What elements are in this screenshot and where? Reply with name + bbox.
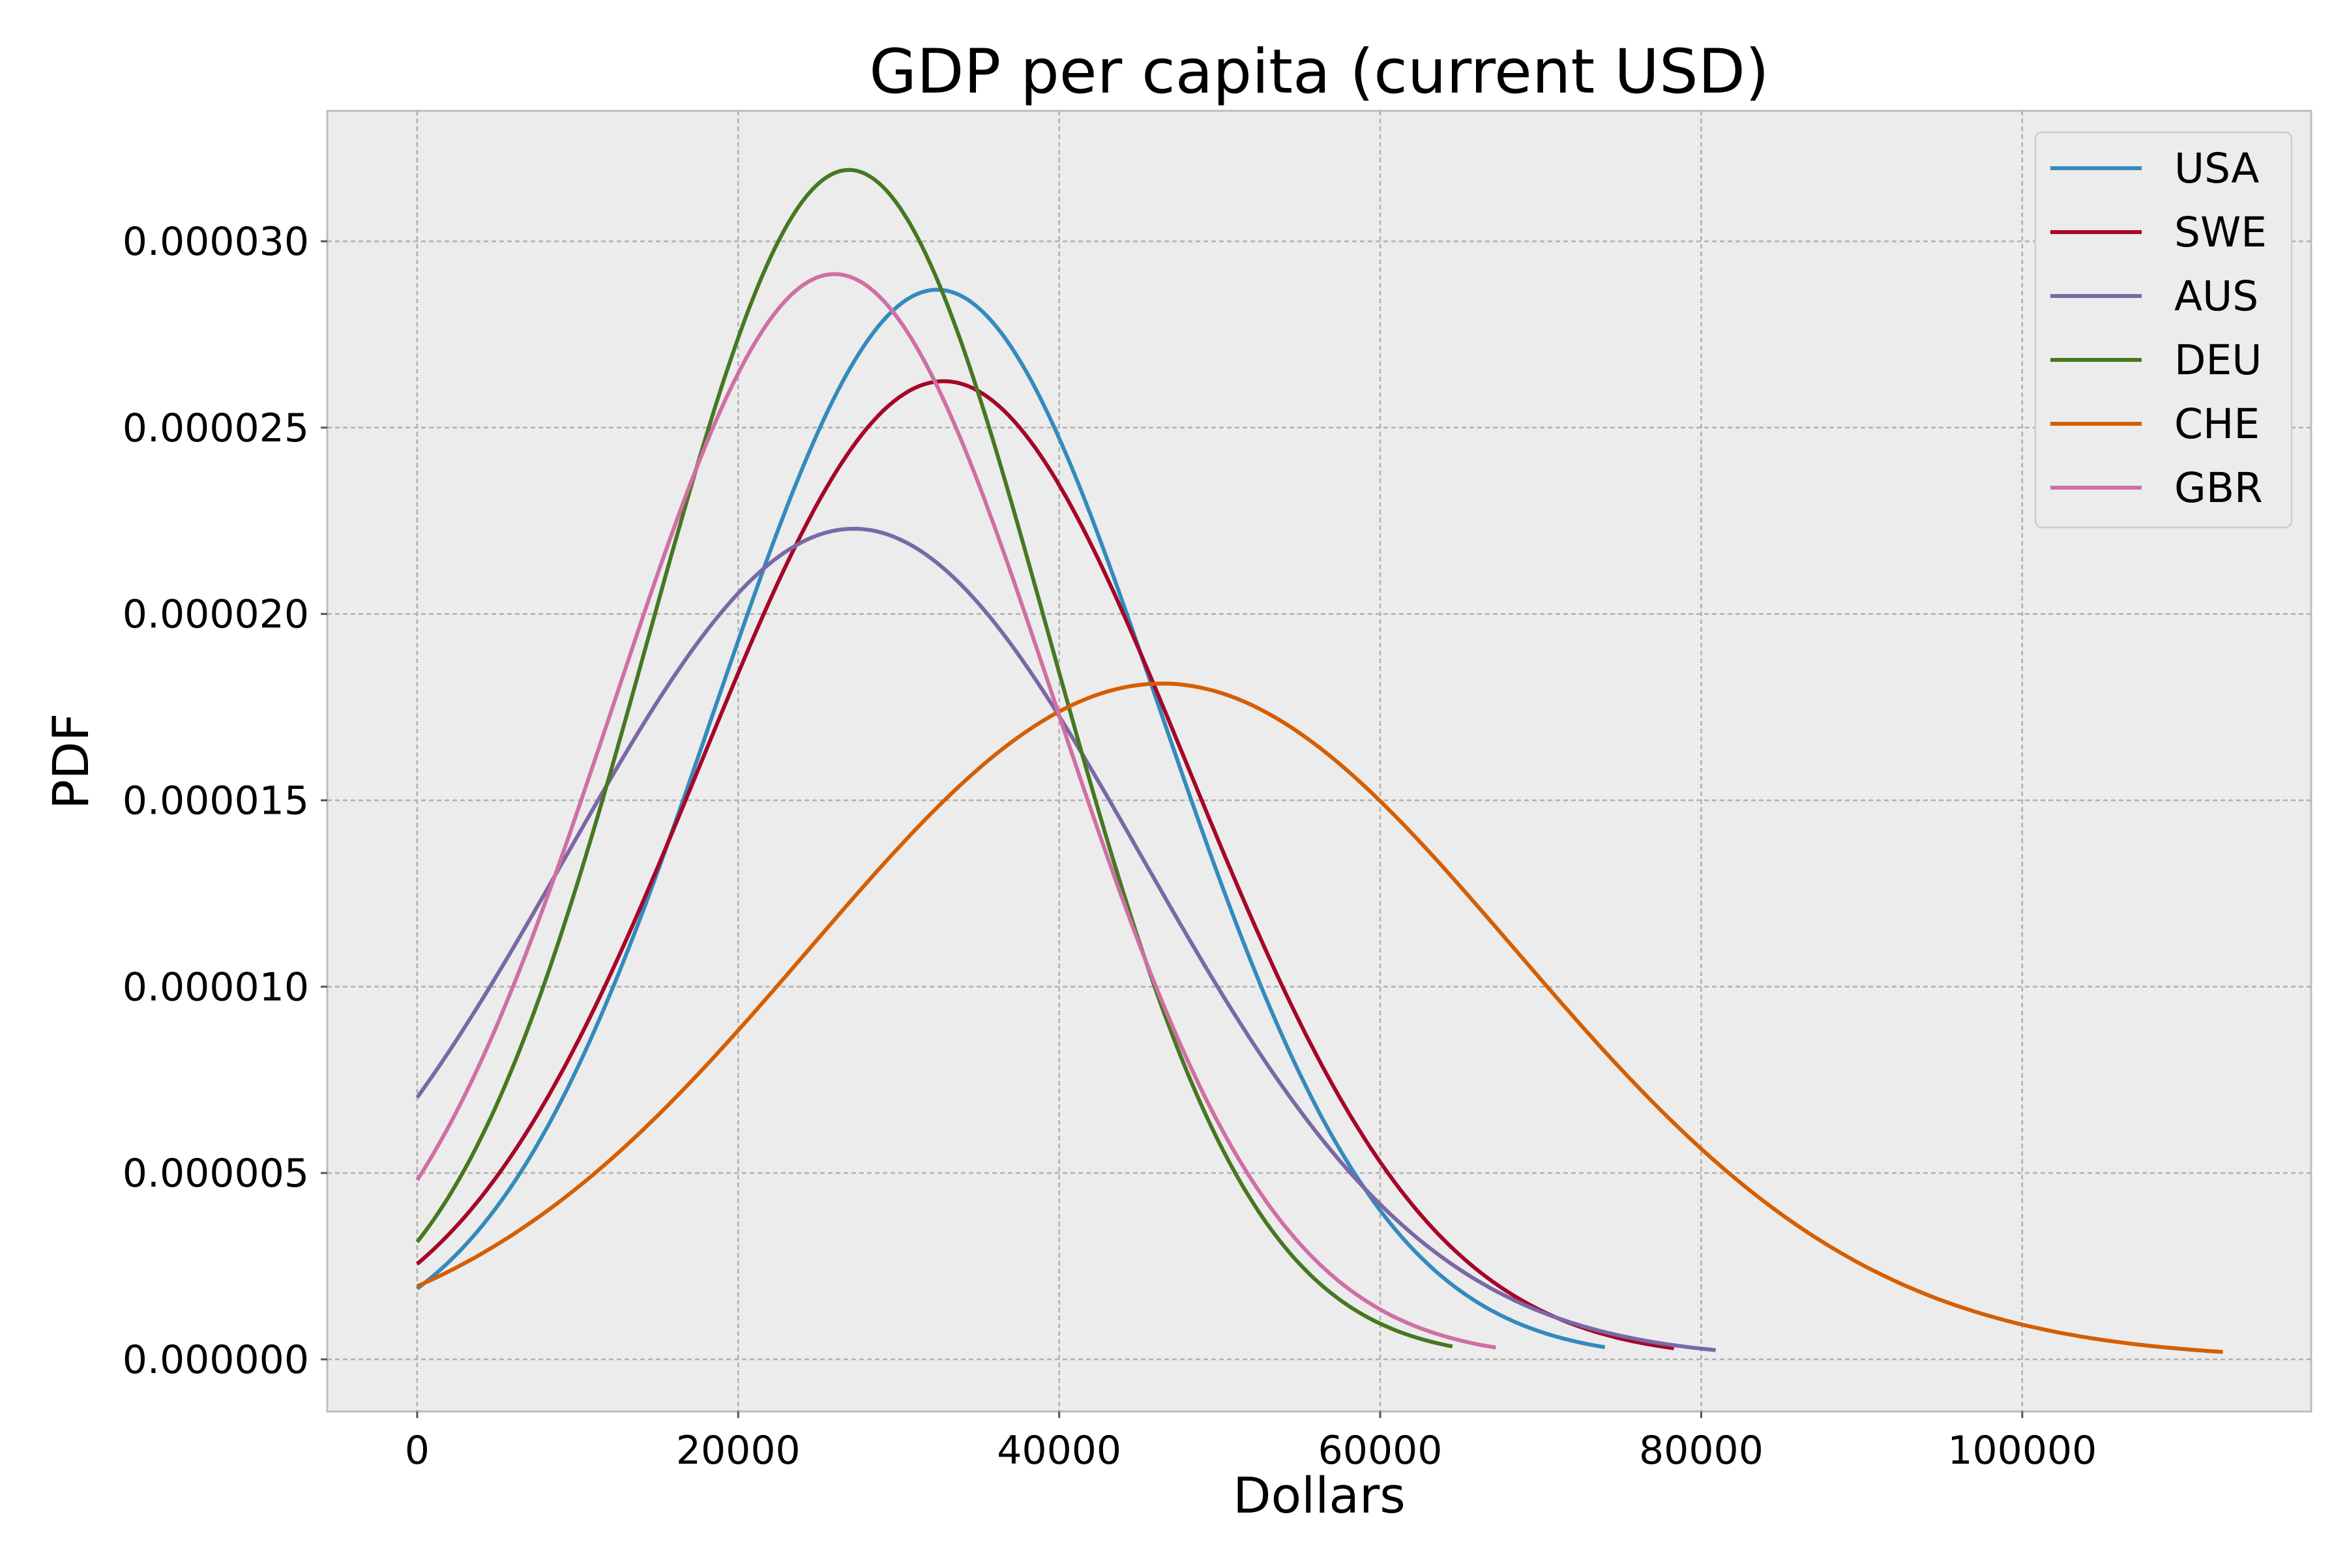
x-axis-label: Dollars [1233, 1466, 1406, 1524]
series-line-che [416, 681, 2223, 1354]
x-tick-label: 60000 [1318, 1428, 1443, 1473]
y-tick-label: 0.000000 [123, 1337, 309, 1383]
series-line-deu [415, 168, 1453, 1349]
legend-label-gbr: GBR [2174, 464, 2263, 512]
plot-area [326, 110, 2312, 1413]
legend-label-che: CHE [2174, 400, 2260, 448]
legend-label-deu: DEU [2174, 336, 2262, 384]
x-tick-label: 40000 [997, 1428, 1121, 1473]
y-axis-label: PDF [42, 713, 100, 809]
legend-label-swe: SWE [2174, 209, 2267, 256]
series-layer [415, 168, 2223, 1354]
ticks-layer: 0 20000 40000 60000 80000 100000 0.000000 0.000… [123, 219, 2097, 1473]
y-tick-label: 0.000005 [123, 1151, 309, 1196]
y-tick-label: 0.000010 [123, 964, 309, 1010]
x-tick-label: 100000 [1947, 1428, 2097, 1473]
y-tick-label: 0.000030 [123, 219, 309, 265]
y-tick-label: 0.000020 [123, 592, 309, 638]
legend-label-aus: AUS [2174, 273, 2258, 320]
legend: USA SWE AUS DEU CHE GBR [2034, 131, 2293, 529]
legend-label-usa: USA [2174, 145, 2259, 192]
y-tick-label: 0.000025 [123, 406, 309, 451]
x-tick-label: 80000 [1639, 1428, 1764, 1473]
series-line-usa [416, 288, 1606, 1350]
grid-layer [327, 111, 2311, 1412]
chart-title: GDP per capita (current USD) [869, 37, 1769, 108]
series-line-aus [415, 527, 1716, 1352]
y-tick-label: 0.000015 [123, 778, 309, 824]
x-tick-label: 20000 [676, 1428, 801, 1473]
series-line-swe [415, 379, 1675, 1350]
series-line-gbr [415, 272, 1496, 1350]
legend-items: USA SWE AUS DEU CHE GBR [2050, 145, 2267, 512]
x-tick-label: 0 [405, 1428, 430, 1473]
